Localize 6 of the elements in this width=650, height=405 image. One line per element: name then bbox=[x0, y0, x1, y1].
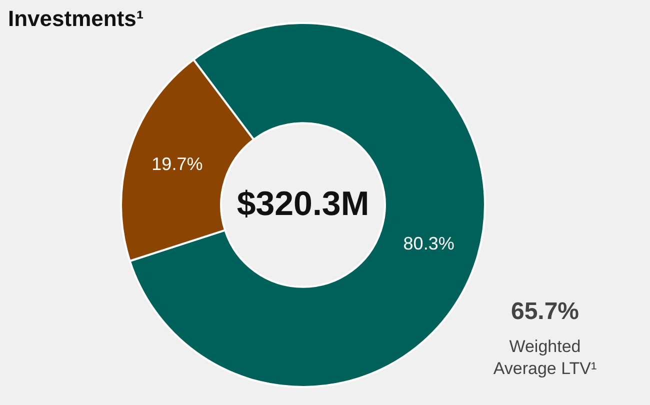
data-label: 80.3% bbox=[403, 234, 454, 254]
chart-title: Investments¹ bbox=[8, 6, 144, 32]
data-label: 19.7% bbox=[152, 154, 203, 174]
text: 65.7% bbox=[510, 298, 580, 326]
text: Weighted Average LTV¹ bbox=[492, 336, 598, 380]
text: $320.3M bbox=[236, 185, 370, 224]
